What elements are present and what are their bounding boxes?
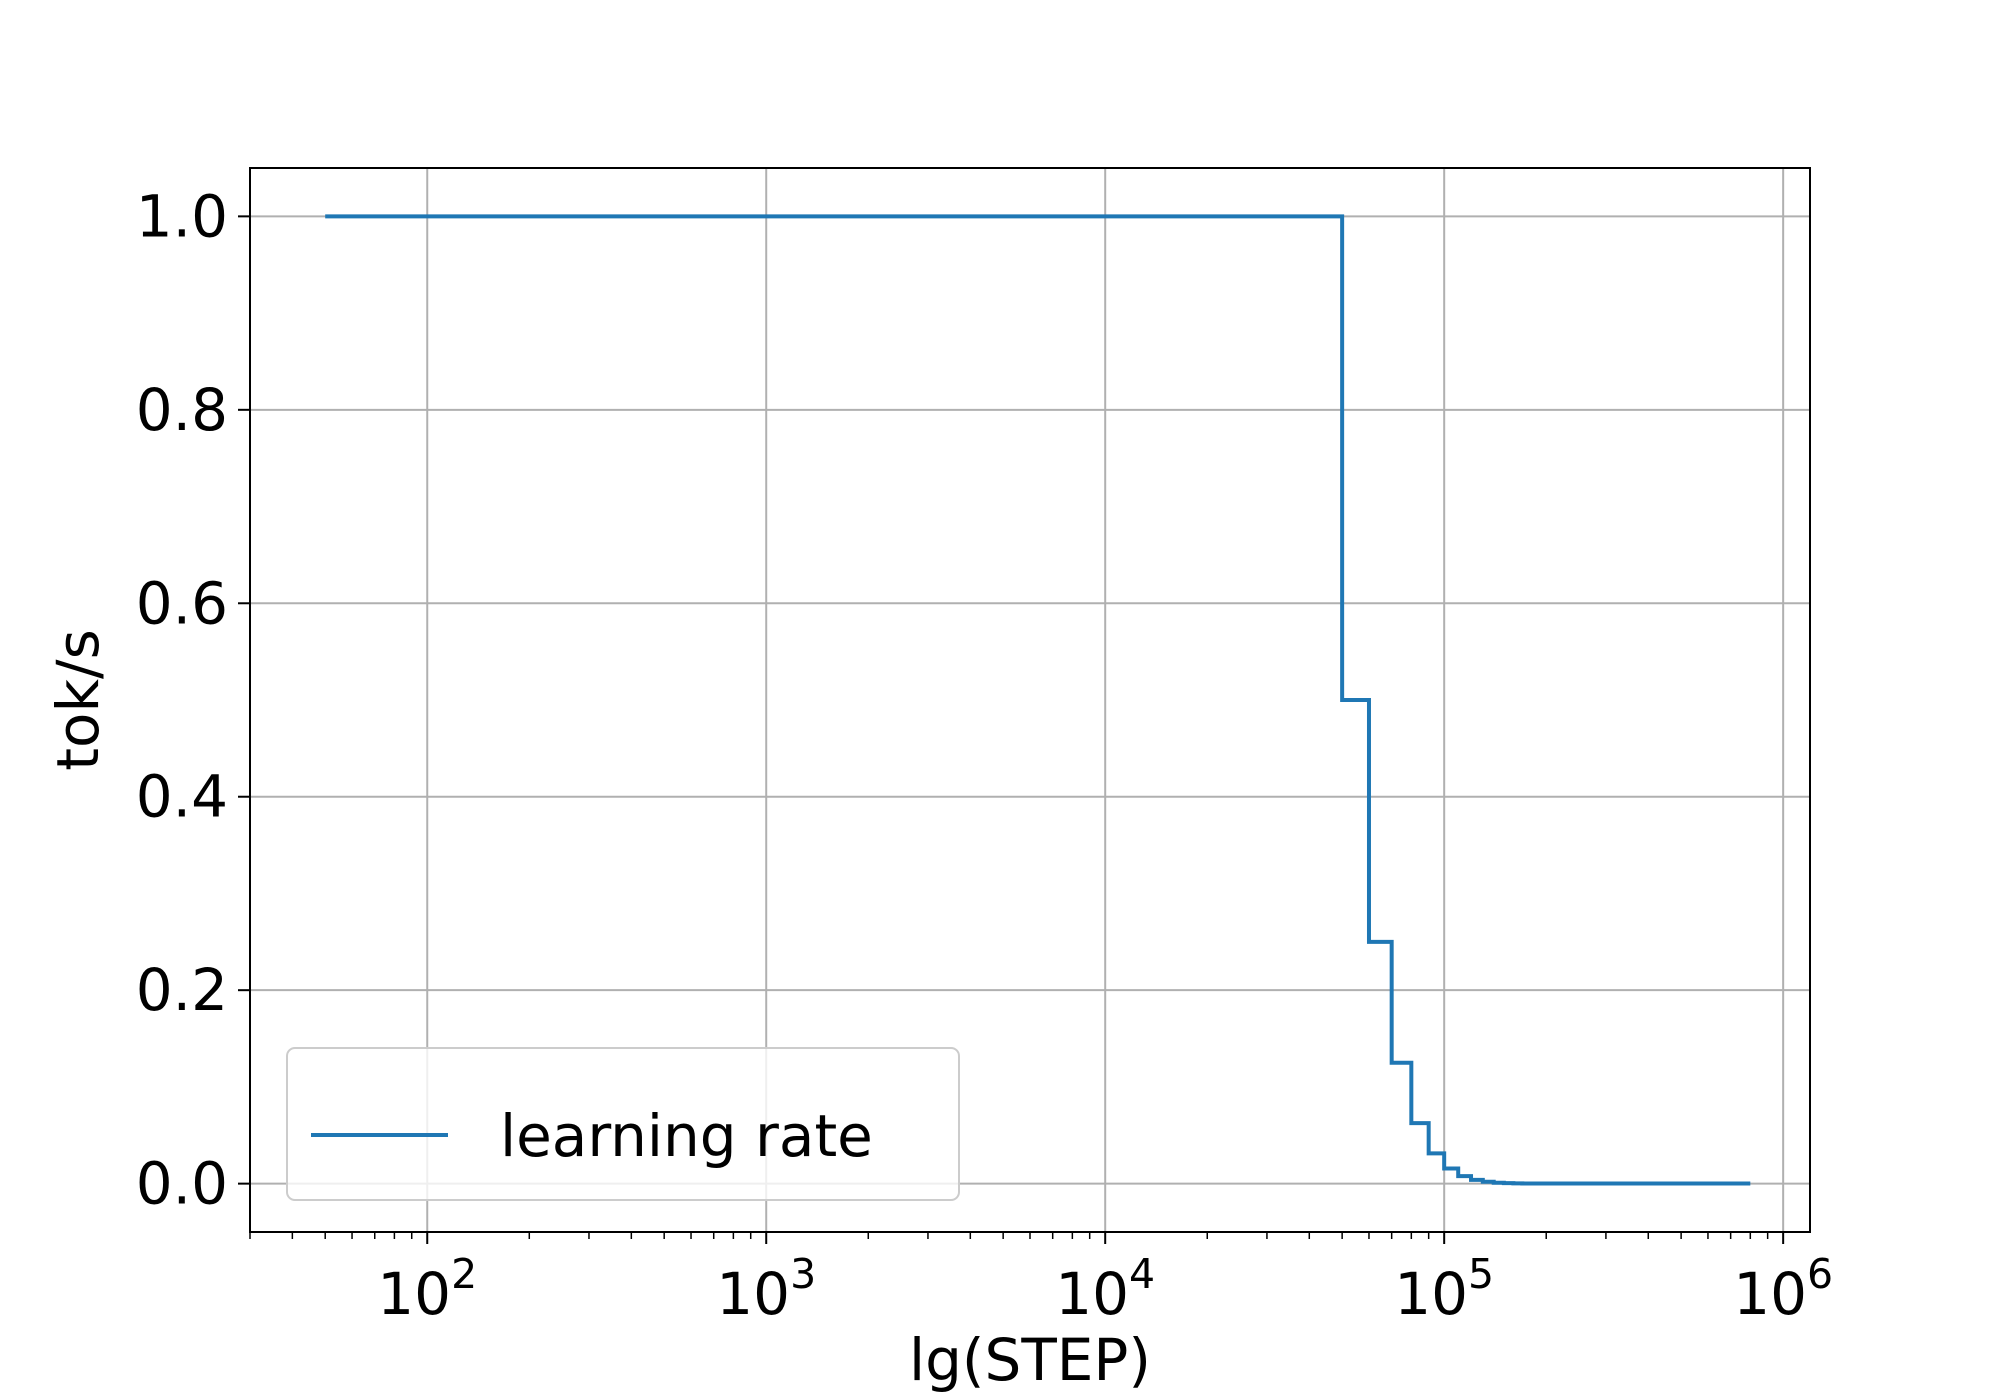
y-tick-label: 1.0 [136, 182, 228, 250]
x-tick-label: 105 [1394, 1250, 1494, 1328]
x-minor-ticks [249, 1232, 1769, 1239]
legend-label: learning rate [500, 1102, 873, 1170]
y-axis-label: tok/s [44, 629, 112, 771]
series-line [325, 214, 1751, 1186]
y-tick-label: 0.2 [136, 956, 228, 1024]
plot-frame [249, 167, 1811, 1233]
x-tick-label: 103 [716, 1250, 816, 1328]
x-tick-label: 102 [377, 1250, 477, 1328]
tick-labels: 102 103 104 105 106 0.0 0.2 0.4 0.6 0.8 1.0 [136, 182, 1833, 1328]
y-tick-label: 0.8 [136, 376, 228, 444]
series-layer [325, 214, 1751, 1186]
major-ticks [238, 215, 1785, 1244]
y-tick-label: 0.0 [136, 1150, 228, 1218]
y-tick-label: 0.6 [136, 569, 228, 637]
x-axis-label: lg(STEP) [909, 1326, 1151, 1394]
legend-box [286, 1047, 960, 1201]
x-tick-label: 104 [1055, 1250, 1155, 1328]
x-tick-label: 106 [1733, 1250, 1833, 1328]
y-tick-label: 0.4 [136, 763, 228, 831]
legend: learning rate [286, 1047, 960, 1201]
